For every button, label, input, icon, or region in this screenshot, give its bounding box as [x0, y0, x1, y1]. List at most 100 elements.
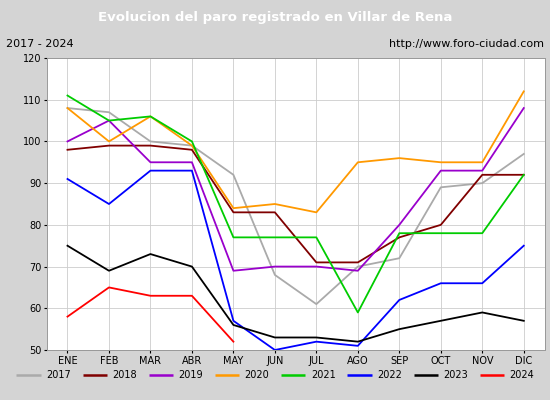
2023	[64, 243, 71, 248]
2021	[479, 231, 486, 236]
Text: 2018: 2018	[112, 370, 137, 380]
2024	[230, 339, 236, 344]
2018	[64, 147, 71, 152]
2023	[147, 252, 154, 256]
2017	[189, 143, 195, 148]
Line: 2022: 2022	[68, 171, 524, 350]
2022	[313, 339, 320, 344]
2018	[437, 222, 444, 227]
2018	[272, 210, 278, 215]
2020	[147, 114, 154, 119]
2022	[147, 168, 154, 173]
Text: 2017: 2017	[46, 370, 70, 380]
Line: 2018: 2018	[68, 146, 524, 262]
2023	[437, 318, 444, 323]
Line: 2017: 2017	[68, 108, 524, 304]
2024	[189, 293, 195, 298]
2019	[355, 268, 361, 273]
2020	[106, 139, 112, 144]
2018	[230, 210, 236, 215]
2020	[520, 89, 527, 94]
2022	[479, 281, 486, 286]
2017	[396, 256, 403, 261]
2020	[437, 160, 444, 165]
2018	[396, 235, 403, 240]
Line: 2019: 2019	[68, 108, 524, 271]
2020	[189, 143, 195, 148]
2018	[355, 260, 361, 265]
Text: 2024: 2024	[509, 370, 534, 380]
2022	[437, 281, 444, 286]
2022	[396, 298, 403, 302]
2020	[313, 210, 320, 215]
Text: http://www.foro-ciudad.com: http://www.foro-ciudad.com	[389, 39, 544, 49]
Text: Evolucion del paro registrado en Villar de Rena: Evolucion del paro registrado en Villar …	[98, 10, 452, 24]
2019	[313, 264, 320, 269]
Line: 2020: 2020	[68, 91, 524, 212]
2023	[106, 268, 112, 273]
2022	[64, 176, 71, 181]
2021	[147, 114, 154, 119]
2018	[520, 172, 527, 177]
Text: 2022: 2022	[377, 370, 402, 380]
2017	[520, 152, 527, 156]
2017	[106, 110, 112, 115]
2023	[479, 310, 486, 315]
2021	[520, 172, 527, 177]
2023	[355, 339, 361, 344]
2018	[313, 260, 320, 265]
2023	[272, 335, 278, 340]
2020	[272, 202, 278, 206]
Text: 2019: 2019	[178, 370, 203, 380]
2023	[520, 318, 527, 323]
2022	[106, 202, 112, 206]
2021	[230, 235, 236, 240]
2017	[313, 302, 320, 306]
2018	[479, 172, 486, 177]
2019	[437, 168, 444, 173]
2022	[520, 243, 527, 248]
2019	[272, 264, 278, 269]
2021	[106, 118, 112, 123]
2022	[230, 318, 236, 323]
2023	[396, 327, 403, 332]
2021	[437, 231, 444, 236]
2019	[106, 118, 112, 123]
2020	[396, 156, 403, 160]
2018	[189, 147, 195, 152]
2021	[272, 235, 278, 240]
2017	[64, 106, 71, 110]
2020	[479, 160, 486, 165]
2019	[230, 268, 236, 273]
2021	[355, 310, 361, 315]
2020	[355, 160, 361, 165]
2021	[396, 231, 403, 236]
2019	[479, 168, 486, 173]
Line: 2021: 2021	[68, 96, 524, 312]
2024	[64, 314, 71, 319]
2017	[479, 181, 486, 186]
2021	[313, 235, 320, 240]
Text: 2017 - 2024: 2017 - 2024	[6, 39, 73, 49]
2021	[64, 93, 71, 98]
2020	[230, 206, 236, 210]
Text: 2020: 2020	[245, 370, 270, 380]
2017	[147, 139, 154, 144]
2022	[272, 348, 278, 352]
2022	[355, 344, 361, 348]
2020	[64, 106, 71, 110]
2024	[106, 285, 112, 290]
2019	[64, 139, 71, 144]
2023	[230, 322, 236, 327]
Line: 2023: 2023	[68, 246, 524, 342]
2019	[189, 160, 195, 165]
2017	[355, 264, 361, 269]
2024	[147, 293, 154, 298]
2019	[147, 160, 154, 165]
2023	[189, 264, 195, 269]
2018	[147, 143, 154, 148]
2017	[230, 172, 236, 177]
2018	[106, 143, 112, 148]
Text: 2021: 2021	[311, 370, 335, 380]
2017	[272, 272, 278, 277]
